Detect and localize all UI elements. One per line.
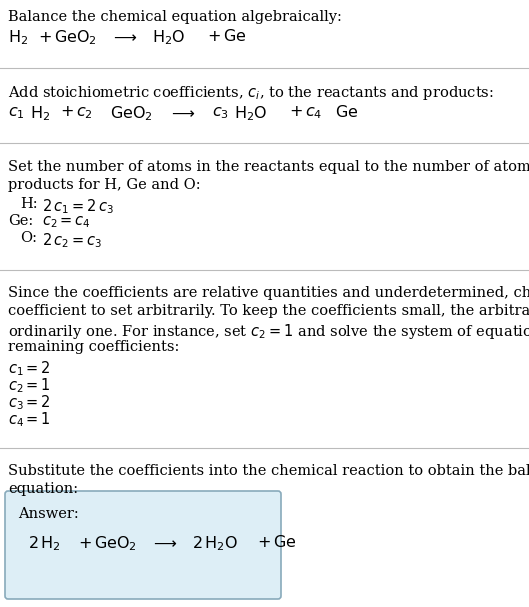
Text: $\mathrm{Ge}$: $\mathrm{Ge}$	[335, 104, 359, 121]
Text: $+\,\mathrm{GeO}_{2}$: $+\,\mathrm{GeO}_{2}$	[38, 28, 97, 47]
Text: Balance the chemical equation algebraically:: Balance the chemical equation algebraica…	[8, 10, 342, 24]
Text: $2\,\mathrm{H}_{2}$: $2\,\mathrm{H}_{2}$	[28, 534, 61, 553]
Text: $\longrightarrow$: $\longrightarrow$	[150, 534, 177, 551]
Text: $c_{3} = 2$: $c_{3} = 2$	[8, 393, 51, 412]
Text: ordinarily one. For instance, set $c_{2} = 1$ and solve the system of equations : ordinarily one. For instance, set $c_{2}…	[8, 322, 529, 341]
Text: Add stoichiometric coefficients, $c_{i}$, to the reactants and products:: Add stoichiometric coefficients, $c_{i}$…	[8, 84, 494, 102]
Text: equation:: equation:	[8, 482, 78, 496]
Text: products for H, Ge and O:: products for H, Ge and O:	[8, 178, 200, 192]
Text: $2\,c_{2} = c_{3}$: $2\,c_{2} = c_{3}$	[42, 231, 102, 249]
Text: H:: H:	[20, 197, 38, 211]
Text: coefficient to set arbitrarily. To keep the coefficients small, the arbitrary va: coefficient to set arbitrarily. To keep …	[8, 304, 529, 318]
Text: $+\,\mathrm{Ge}$: $+\,\mathrm{Ge}$	[207, 28, 247, 45]
Text: $c_{1} = 2$: $c_{1} = 2$	[8, 359, 51, 378]
Text: $+\,c_{4}$: $+\,c_{4}$	[289, 104, 322, 121]
Text: $\longrightarrow$: $\longrightarrow$	[168, 104, 195, 121]
Text: Ge:: Ge:	[8, 214, 33, 228]
Text: $c_{4} = 1$: $c_{4} = 1$	[8, 410, 51, 429]
Text: $\mathrm{GeO}_{2}$: $\mathrm{GeO}_{2}$	[110, 104, 153, 123]
Text: Substitute the coefficients into the chemical reaction to obtain the balanced: Substitute the coefficients into the che…	[8, 464, 529, 478]
Text: $+\,c_{2}$: $+\,c_{2}$	[60, 104, 93, 121]
Text: $c_{3}$: $c_{3}$	[212, 104, 229, 121]
Text: Since the coefficients are relative quantities and underdetermined, choose a: Since the coefficients are relative quan…	[8, 286, 529, 300]
Text: $2\,\mathrm{H}_{2}\mathrm{O}$: $2\,\mathrm{H}_{2}\mathrm{O}$	[192, 534, 238, 553]
Text: $\mathrm{H}_{2}$: $\mathrm{H}_{2}$	[30, 104, 50, 123]
Text: O:: O:	[20, 231, 37, 245]
Text: $c_{1}$: $c_{1}$	[8, 104, 25, 121]
Text: $\mathrm{H}_{2}\mathrm{O}$: $\mathrm{H}_{2}\mathrm{O}$	[234, 104, 267, 123]
Text: remaining coefficients:: remaining coefficients:	[8, 340, 179, 354]
Text: $\mathrm{H}_{2}$: $\mathrm{H}_{2}$	[8, 28, 28, 47]
Text: $+\,\mathrm{GeO}_{2}$: $+\,\mathrm{GeO}_{2}$	[78, 534, 137, 553]
FancyBboxPatch shape	[5, 491, 281, 599]
Text: $\longrightarrow$: $\longrightarrow$	[110, 28, 137, 45]
Text: $c_{2} = c_{4}$: $c_{2} = c_{4}$	[42, 214, 91, 229]
Text: $+\,\mathrm{Ge}$: $+\,\mathrm{Ge}$	[257, 534, 296, 551]
Text: $2\,c_{1} = 2\,c_{3}$: $2\,c_{1} = 2\,c_{3}$	[42, 197, 114, 215]
Text: $\mathrm{H}_{2}\mathrm{O}$: $\mathrm{H}_{2}\mathrm{O}$	[152, 28, 185, 47]
Text: $c_{2} = 1$: $c_{2} = 1$	[8, 376, 51, 395]
Text: Answer:: Answer:	[18, 507, 79, 521]
Text: Set the number of atoms in the reactants equal to the number of atoms in the: Set the number of atoms in the reactants…	[8, 160, 529, 174]
